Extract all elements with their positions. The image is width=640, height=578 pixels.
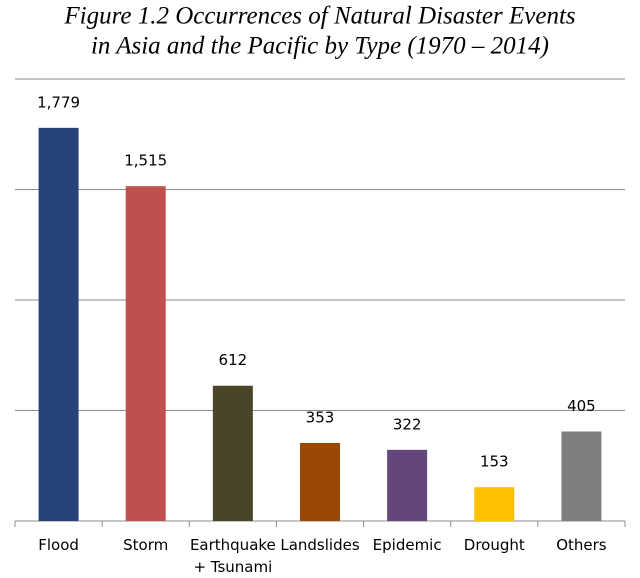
data-label: 153: [480, 453, 509, 471]
bar: [561, 431, 602, 521]
chart-title: in Asia and the Pacific by Type (1970 – …: [91, 33, 549, 60]
x-tick-label: Storm: [123, 536, 168, 554]
bar: [474, 487, 515, 521]
data-label: 612: [219, 351, 248, 369]
x-tick-label: Drought: [464, 536, 525, 554]
data-label: 1,515: [124, 152, 167, 170]
bar: [38, 127, 79, 521]
bar: [387, 449, 428, 521]
bar: [125, 186, 166, 521]
bar: [212, 385, 253, 521]
x-tick-label: Landslides: [280, 536, 359, 554]
bar: [300, 442, 340, 521]
chart-title: Figure 1.2 Occurrences of Natural Disast…: [63, 3, 575, 30]
x-tick-label: Earthquake + Tsunami: [190, 536, 276, 576]
data-label: 322: [393, 415, 422, 433]
data-label: 1,779: [37, 93, 80, 111]
x-tick-label: Epidemic: [373, 536, 442, 554]
data-label: 353: [306, 408, 335, 426]
data-label: 405: [567, 397, 596, 415]
x-tick-label: Flood: [38, 536, 79, 554]
x-tick-label: Others: [556, 536, 607, 554]
